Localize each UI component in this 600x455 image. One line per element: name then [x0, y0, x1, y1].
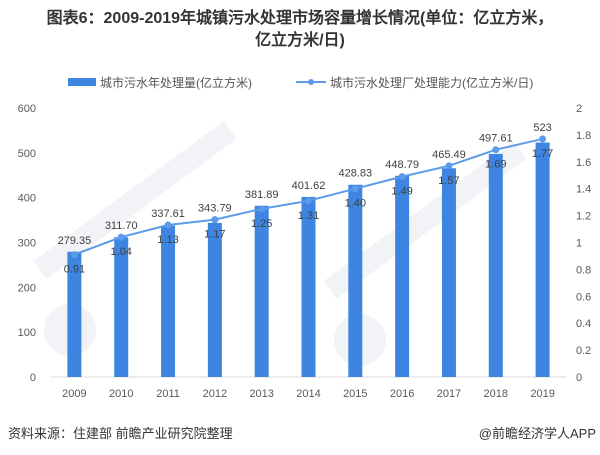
line-point [445, 162, 453, 170]
y-right-tick-label: 0 [576, 372, 582, 384]
legend-label-line: 城市污水处理厂处理能力(亿立方米/日) [330, 76, 534, 90]
bar-data-label: 465.49 [432, 149, 466, 161]
bar-data-label: 401.62 [292, 180, 326, 192]
line-point [211, 216, 219, 224]
bar [395, 175, 410, 377]
bar-data-label: 448.79 [385, 159, 419, 171]
chart-title: 图表6：2009-2019年城镇污水处理市场容量增长情况(单位：亿立方米， 亿立… [0, 8, 600, 52]
bar-data-label: 337.61 [151, 208, 185, 220]
line-data-label: 1.17 [204, 229, 225, 241]
legend-bar-swatch [68, 78, 96, 86]
x-tick-label: 2012 [203, 388, 227, 400]
bar-data-label: 381.89 [245, 189, 279, 201]
y-right-tick-label: 1.4 [576, 184, 591, 196]
bar-data-label: 428.83 [338, 168, 372, 180]
legend-line-swatch [296, 79, 326, 85]
line-point [539, 135, 547, 143]
y-right-tick-label: 1.8 [576, 130, 591, 142]
x-tick-label: 2017 [437, 388, 461, 400]
y-left-tick-label: 300 [18, 238, 36, 250]
watermark-band [33, 121, 237, 279]
x-tick-label: 2015 [343, 388, 367, 400]
y-right-tick-label: 2 [576, 103, 582, 115]
line-data-label: 1.49 [391, 186, 412, 198]
title-line-2: 亿立方米/日) [255, 32, 345, 49]
source-note: 资料来源：住建部 前瞻产业研究院整理 [8, 426, 233, 441]
line-data-label: 1.04 [111, 246, 132, 258]
bar [441, 168, 456, 377]
x-tick-label: 2009 [62, 388, 86, 400]
line-data-label: 1.31 [298, 210, 319, 222]
x-tick-label: 2019 [530, 388, 554, 400]
line-data-label: 1.40 [345, 198, 366, 210]
y-left-tick-label: 400 [18, 193, 36, 205]
y-right-tick-label: 0.6 [576, 291, 591, 303]
line-point [258, 205, 266, 213]
title-line-1: 图表6：2009-2019年城镇污水处理市场容量增长情况(单位：亿立方米， [46, 10, 554, 27]
line-point [164, 221, 172, 229]
y-right-tick-label: 0.8 [576, 264, 591, 276]
bar [67, 251, 82, 377]
line-point [305, 197, 312, 205]
y-left-tick-label: 200 [18, 282, 36, 294]
legend-label-bars: 城市污水年处理量(亿立方米) [100, 76, 252, 90]
line-data-label: 1.69 [485, 159, 506, 171]
line-point [70, 251, 78, 259]
bar [301, 196, 316, 377]
y-right-tick-label: 0.2 [576, 345, 591, 357]
line-point [351, 185, 359, 193]
x-tick-label: 2013 [249, 388, 273, 400]
x-tick-label: 2018 [484, 388, 508, 400]
bar [161, 225, 176, 377]
line-data-label: 0.91 [64, 264, 85, 276]
y-left-tick-label: 0 [30, 372, 36, 384]
y-right-tick-label: 1.6 [576, 157, 591, 169]
bar-data-label: 523 [533, 122, 551, 134]
line-point [117, 233, 125, 241]
bar-data-label: 279.35 [58, 235, 92, 247]
bar [254, 205, 269, 377]
bar-data-label: 311.70 [105, 220, 138, 232]
y-left-tick-label: 500 [18, 148, 36, 160]
brand-credit: @前瞻经济学人APP [478, 426, 596, 441]
line-data-label: 1.25 [251, 218, 272, 230]
bar [535, 142, 550, 377]
y-right-tick-label: 1 [576, 238, 582, 250]
y-left-tick-label: 600 [18, 103, 36, 115]
y-right-tick-label: 1.2 [576, 211, 591, 223]
bar [488, 153, 503, 377]
bar-data-label: 497.61 [479, 133, 513, 145]
y-right-tick-label: 0.4 [576, 318, 591, 330]
line-point [492, 146, 500, 154]
line-data-label: 1.77 [532, 148, 553, 160]
bar-data-label: 343.79 [198, 203, 232, 215]
line-data-label: 1.13 [157, 234, 178, 246]
x-tick-label: 2010 [109, 388, 133, 400]
line-data-label: 1.57 [438, 175, 459, 187]
line-point [398, 173, 406, 181]
x-tick-label: 2014 [296, 388, 320, 400]
bar [114, 237, 129, 377]
x-tick-label: 2011 [156, 388, 180, 400]
y-left-tick-label: 100 [18, 327, 36, 339]
bar [348, 184, 363, 377]
bar [207, 222, 222, 377]
x-tick-label: 2016 [390, 388, 414, 400]
